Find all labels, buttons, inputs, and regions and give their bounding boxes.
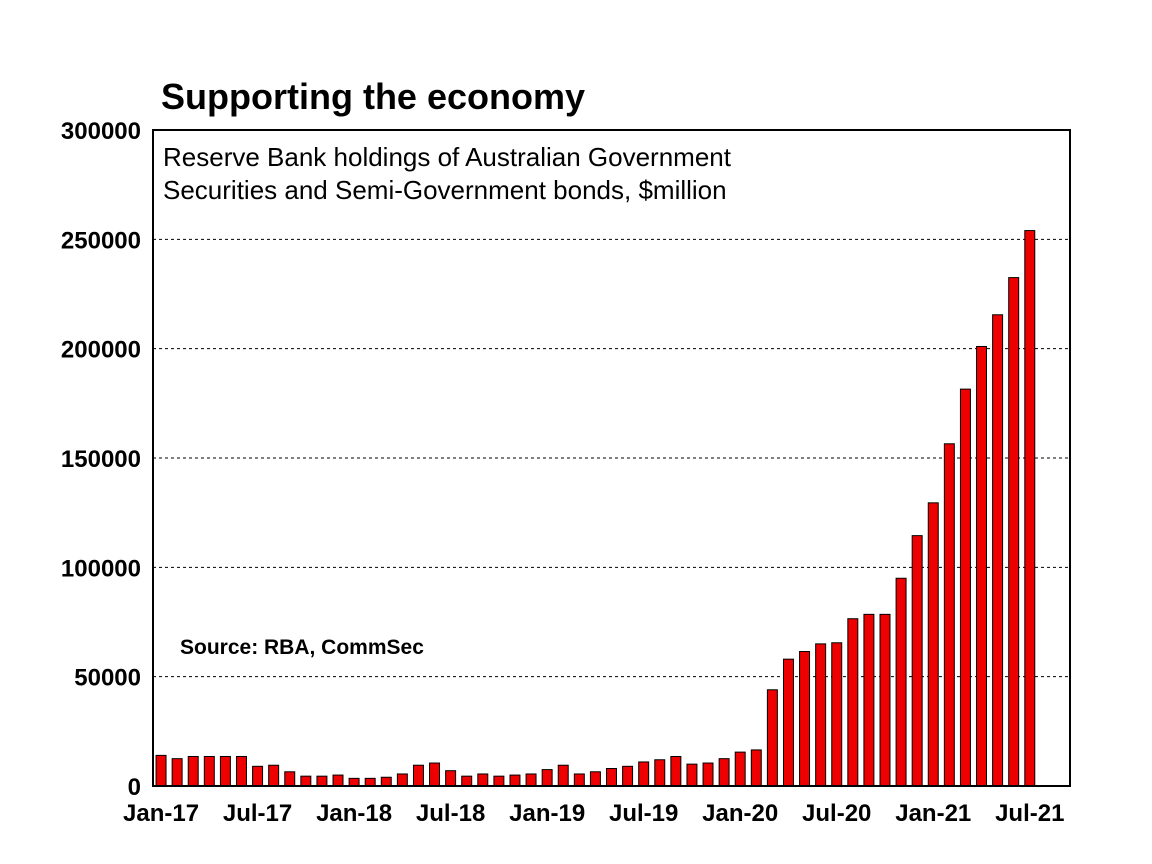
bar bbox=[943, 443, 955, 787]
bar bbox=[525, 773, 537, 787]
bar bbox=[187, 755, 199, 787]
bar bbox=[718, 758, 730, 787]
bar bbox=[445, 770, 457, 787]
x-tick-label: Jul-21 bbox=[995, 800, 1064, 827]
bar bbox=[396, 773, 408, 787]
bar bbox=[1024, 230, 1036, 787]
plot-frame bbox=[152, 129, 1071, 787]
bar bbox=[895, 577, 907, 787]
bar bbox=[638, 761, 650, 787]
y-tick-label: 50000 bbox=[74, 665, 141, 692]
bar bbox=[509, 774, 521, 787]
x-tick-label: Jul-20 bbox=[802, 800, 871, 827]
bar bbox=[927, 502, 939, 787]
bar bbox=[155, 754, 167, 787]
x-tick-label: Jan-20 bbox=[702, 800, 778, 827]
bar bbox=[606, 768, 617, 787]
bar bbox=[959, 388, 971, 787]
y-tick-label: 250000 bbox=[61, 227, 141, 254]
bar bbox=[477, 773, 489, 787]
bar bbox=[782, 658, 794, 787]
bar bbox=[203, 755, 215, 787]
bar bbox=[734, 751, 746, 787]
y-tick-label: 100000 bbox=[61, 555, 141, 582]
chart-title: Supporting the economy bbox=[161, 76, 586, 117]
bar bbox=[573, 773, 585, 787]
x-tick-label: Jan-17 bbox=[123, 800, 199, 827]
bar bbox=[1008, 277, 1020, 787]
bar bbox=[235, 755, 247, 787]
bar bbox=[831, 642, 843, 787]
bar bbox=[268, 764, 280, 787]
x-tick-label: Jul-18 bbox=[416, 800, 485, 827]
bar bbox=[799, 651, 811, 787]
bar bbox=[976, 345, 988, 787]
bar bbox=[219, 755, 231, 787]
x-tick-label: Jul-19 bbox=[609, 800, 678, 827]
bar bbox=[847, 618, 859, 787]
bar bbox=[316, 775, 328, 787]
bar bbox=[750, 749, 762, 787]
bar bbox=[992, 314, 1004, 787]
bar bbox=[412, 764, 424, 787]
bar bbox=[879, 613, 891, 787]
y-tick-label: 150000 bbox=[61, 446, 141, 473]
y-tick-label: 300000 bbox=[61, 118, 141, 145]
bar bbox=[493, 775, 505, 787]
chart-subtitle-line-2: Securities and Semi-Government bonds, $m… bbox=[163, 175, 727, 205]
x-tick-label: Jan-18 bbox=[316, 800, 392, 827]
y-axis: 0 50000 100000 150000 200000 250000 300000 bbox=[61, 118, 141, 801]
bar bbox=[171, 758, 183, 787]
x-tick-label: Jan-21 bbox=[895, 800, 971, 827]
y-tick-label: 0 bbox=[128, 774, 141, 801]
bar bbox=[380, 776, 392, 787]
chart-subtitle-line-1: Reserve Bank holdings of Australian Gove… bbox=[163, 142, 732, 172]
bar bbox=[252, 765, 264, 787]
bar bbox=[429, 762, 441, 787]
bar bbox=[686, 763, 698, 787]
source-note: Source: RBA, CommSec bbox=[180, 636, 424, 659]
bar bbox=[670, 755, 682, 787]
bar-series bbox=[155, 230, 1036, 787]
x-tick-label: Jul-17 bbox=[223, 800, 292, 827]
x-axis: Jan-17 Jul-17 Jan-18 Jul-18 Jan-19 Jul-19 Jan-… bbox=[123, 800, 1064, 827]
bar bbox=[622, 765, 634, 787]
bar bbox=[348, 777, 360, 787]
x-tick-label: Jan-19 bbox=[509, 800, 585, 827]
bar bbox=[300, 775, 312, 787]
bar bbox=[557, 764, 569, 787]
bar bbox=[541, 769, 553, 787]
bar bbox=[863, 613, 875, 787]
bar bbox=[702, 762, 714, 787]
bar bbox=[654, 759, 666, 787]
bar bbox=[589, 771, 601, 787]
bar bbox=[364, 777, 376, 787]
bar bbox=[766, 689, 778, 787]
y-tick-label: 200000 bbox=[61, 337, 141, 364]
bar bbox=[815, 643, 827, 787]
bar bbox=[332, 774, 344, 787]
bar bbox=[911, 535, 923, 787]
bar bbox=[284, 771, 296, 787]
bar bbox=[461, 775, 473, 787]
